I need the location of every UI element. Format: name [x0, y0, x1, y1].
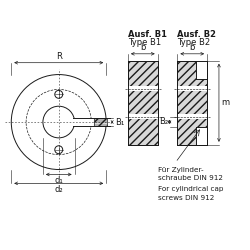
- Polygon shape: [72, 118, 110, 126]
- Text: Ausf. B2: Ausf. B2: [178, 30, 216, 39]
- Polygon shape: [178, 86, 207, 91]
- Text: screws DIN 912: screws DIN 912: [158, 195, 214, 201]
- Polygon shape: [128, 86, 158, 91]
- Polygon shape: [128, 61, 158, 89]
- Text: B₁: B₁: [115, 118, 124, 126]
- Polygon shape: [94, 118, 107, 126]
- Polygon shape: [178, 89, 207, 117]
- Text: Für Zylinder-: Für Zylinder-: [158, 166, 203, 172]
- Text: b: b: [190, 43, 195, 52]
- Text: m: m: [221, 98, 229, 107]
- Text: schraube DIN 912: schraube DIN 912: [158, 176, 223, 182]
- Polygon shape: [178, 117, 207, 145]
- Polygon shape: [196, 61, 207, 78]
- Text: d₁: d₁: [54, 176, 63, 186]
- Polygon shape: [128, 117, 158, 145]
- Polygon shape: [128, 89, 158, 117]
- Text: For cylindrical cap: For cylindrical cap: [158, 186, 223, 192]
- Polygon shape: [178, 61, 207, 89]
- Text: Type B2: Type B2: [178, 38, 210, 47]
- Polygon shape: [196, 127, 207, 145]
- Polygon shape: [128, 114, 158, 119]
- Text: d₂: d₂: [54, 185, 63, 194]
- Text: B₂: B₂: [160, 117, 168, 126]
- Text: b: b: [140, 43, 145, 52]
- Text: Type B1: Type B1: [128, 38, 161, 47]
- Text: Ausf. B1: Ausf. B1: [128, 30, 167, 39]
- Text: R: R: [56, 52, 62, 61]
- Polygon shape: [178, 114, 207, 119]
